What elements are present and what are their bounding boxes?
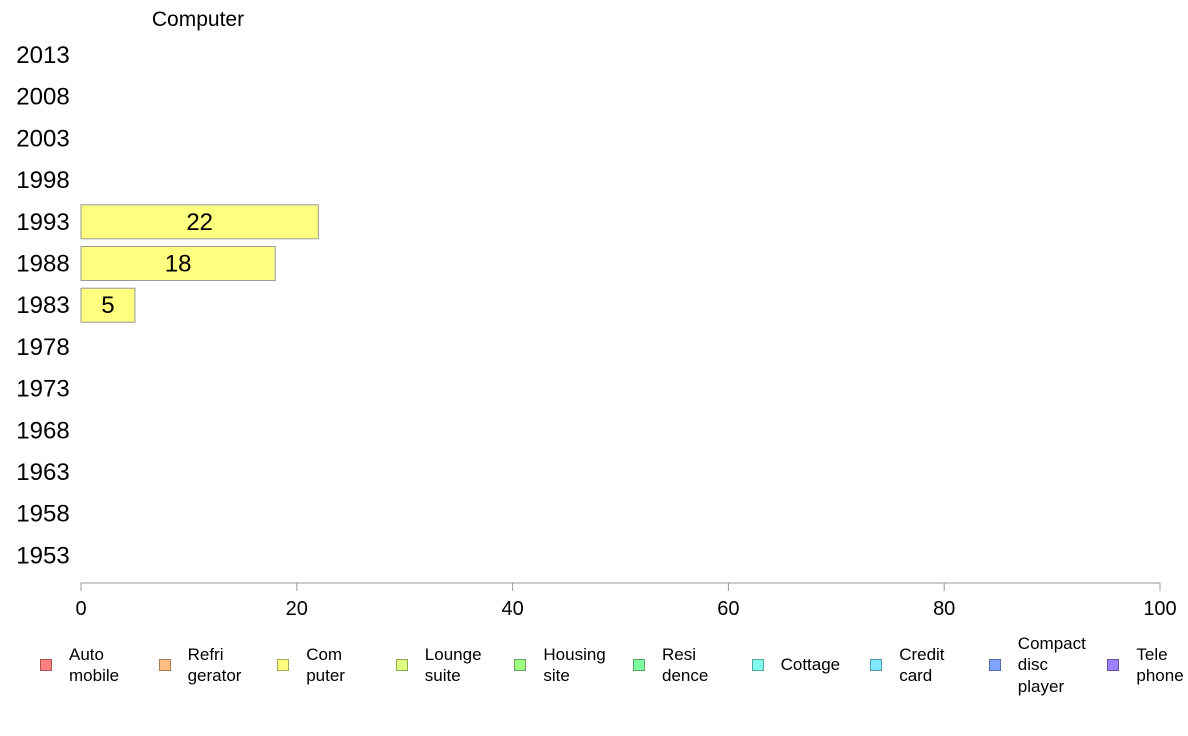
legend-item: Resi dence <box>633 632 708 698</box>
legend-label: Housing site <box>543 644 606 686</box>
y-tick-label: 1953 <box>16 542 69 569</box>
y-tick-label: 2008 <box>16 84 69 111</box>
x-axis: 0 20 40 60 80 100 <box>75 582 1177 620</box>
y-tick-label: 1958 <box>16 501 69 528</box>
legend-label: Tele phone <box>1136 644 1184 686</box>
legend-label: Lounge suite <box>424 644 482 686</box>
legend-label: Credit card <box>899 644 945 686</box>
legend-label: Refri gerator <box>187 644 242 686</box>
legend-item: Lounge suite <box>395 632 482 698</box>
y-axis-labels: 2013 2008 2003 1998 1993 1988 1983 1978 1973 1968… <box>16 42 69 569</box>
legend-label: Cottage <box>780 655 841 675</box>
bars: 22 18 5 <box>80 204 319 323</box>
y-tick-label: 1988 <box>16 251 69 278</box>
x-tick-label: 20 <box>286 598 308 620</box>
legend-item: Housing site <box>514 632 606 698</box>
x-tick-label: 100 <box>1143 598 1176 620</box>
legend-label: Resi dence <box>662 644 709 686</box>
legend-swatch <box>514 659 527 671</box>
legend-label: Compact disc player <box>1017 633 1086 696</box>
legend-swatch <box>395 659 408 671</box>
y-tick-label: 1963 <box>16 459 69 486</box>
legend-item: Auto mobile <box>40 632 119 698</box>
legend-swatch <box>158 659 171 671</box>
legend-item: Refri gerator <box>158 632 242 698</box>
x-tick-label: 60 <box>717 598 739 620</box>
legend-swatch <box>633 659 645 671</box>
x-tick-label: 80 <box>933 598 955 620</box>
legend-swatch <box>751 659 764 671</box>
y-tick-label: 1978 <box>16 334 69 361</box>
legend-swatch <box>988 659 1001 671</box>
bar-chart: Computer 2013 2008 2003 1998 1993 1988 1983 197… <box>16 8 1177 620</box>
legend-item: Credit card <box>870 632 945 698</box>
chart-title: Computer <box>152 8 244 31</box>
y-tick-label: 2013 <box>16 42 69 69</box>
legend-item: Com puter <box>277 632 345 698</box>
legend-swatch <box>277 659 290 671</box>
legend-label: Com puter <box>306 644 345 686</box>
y-tick-label: 1993 <box>16 209 69 236</box>
bar-value-label: 22 <box>186 209 213 236</box>
legend-item: Compact disc player <box>988 632 1086 698</box>
bar <box>80 287 136 323</box>
legend-item: Tele phone <box>1107 632 1184 698</box>
y-tick-label: 1998 <box>16 167 69 194</box>
x-tick-label: 40 <box>501 598 523 620</box>
y-tick-label: 1968 <box>16 417 69 444</box>
y-tick-label: 2003 <box>16 125 69 152</box>
legend-swatch <box>40 659 52 671</box>
legend-item: Cottage <box>751 632 841 698</box>
legend-label: Auto mobile <box>69 644 120 686</box>
legend-swatch <box>870 659 883 671</box>
legend: Auto mobile Refri gerator Com puter Lounge … <box>0 632 1188 702</box>
y-tick-label: 1983 <box>16 292 69 319</box>
y-tick-label: 1973 <box>16 376 69 403</box>
x-tick-label: 0 <box>75 598 86 620</box>
bar-value-label: 5 <box>101 292 114 319</box>
bar <box>80 204 319 240</box>
bar-value-label: 18 <box>165 251 192 278</box>
bar <box>80 246 276 281</box>
legend-swatch <box>1107 659 1120 671</box>
